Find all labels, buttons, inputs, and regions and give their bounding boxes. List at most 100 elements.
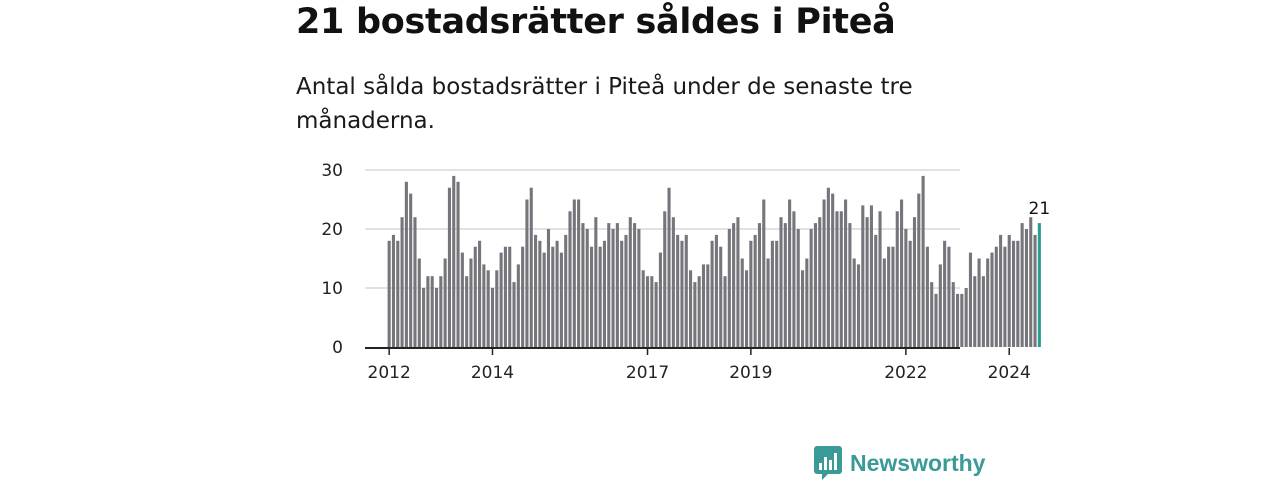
bar [753, 234, 757, 347]
bar [546, 229, 551, 347]
bar [676, 234, 680, 347]
bar [930, 282, 934, 347]
bar [882, 258, 886, 347]
x-tick-label: 2017 [626, 363, 669, 383]
x-axis-ticks: 2012 2014 2017 2019 2022 2024 [368, 348, 1031, 383]
bar [921, 175, 925, 347]
bar [512, 282, 516, 347]
bar [460, 252, 464, 347]
bar [654, 282, 658, 347]
bar [934, 293, 938, 347]
bar [960, 293, 964, 347]
bar [723, 276, 727, 347]
bar [727, 229, 731, 347]
bar [387, 240, 391, 347]
x-tick-label: 2012 [368, 363, 411, 383]
page-title: 21 bostadsrätter såldes i Piteå [296, 2, 896, 42]
bar [409, 193, 413, 347]
bar [503, 246, 507, 347]
bar [525, 199, 529, 347]
bar [551, 246, 555, 347]
bar [1029, 217, 1033, 347]
bar [835, 211, 839, 347]
x-tick-label: 2024 [988, 363, 1031, 383]
bar [508, 246, 512, 347]
bar-chart: 0 10 20 30 2012 2014 2017 2019 2022 2024 21 [321, 161, 1050, 383]
bar [581, 223, 585, 347]
bar [594, 217, 598, 347]
bar [624, 234, 628, 347]
bar [598, 246, 602, 347]
bars [387, 175, 1041, 347]
bar [671, 217, 675, 347]
x-tick-label: 2019 [729, 363, 772, 383]
bar [473, 246, 477, 347]
bar [443, 258, 447, 347]
page-subtitle: Antal sålda bostadsrätter i Piteå under … [296, 74, 913, 134]
bar [469, 258, 473, 347]
y-tick-label: 0 [332, 338, 343, 358]
bar [809, 229, 813, 347]
bar [611, 229, 615, 347]
bar-highlight [1037, 223, 1041, 347]
bar [439, 276, 443, 347]
bar [680, 240, 684, 347]
bar [956, 293, 960, 347]
bar [981, 276, 985, 347]
bar [452, 175, 456, 347]
newsworthy-logo[interactable]: Newsworthy [814, 446, 985, 480]
bar [607, 223, 611, 347]
bar [977, 258, 981, 347]
bar [426, 276, 430, 347]
bar [740, 258, 744, 347]
bar [422, 288, 426, 347]
bar [521, 246, 525, 347]
bar [891, 246, 895, 347]
bar [538, 240, 542, 347]
bar [762, 199, 766, 347]
bar [775, 240, 779, 347]
bar [951, 282, 955, 347]
bar [1024, 229, 1028, 347]
bar [848, 223, 852, 347]
bar [693, 282, 697, 347]
bar [973, 276, 977, 347]
bar [396, 240, 400, 347]
bar [805, 258, 809, 347]
bar [990, 252, 994, 347]
bar [800, 270, 805, 347]
bar [714, 234, 718, 347]
bar [559, 252, 563, 347]
bar [710, 240, 714, 347]
bar [732, 223, 736, 347]
bar [499, 252, 503, 347]
bar [1016, 240, 1020, 347]
y-axis-tick-labels: 0 10 20 30 [321, 161, 343, 358]
bar [555, 240, 559, 347]
bar [938, 264, 942, 347]
bar [701, 264, 706, 347]
bar [994, 246, 998, 347]
bar [568, 211, 572, 347]
bar [572, 199, 576, 347]
bar [852, 258, 856, 347]
bar [637, 229, 641, 347]
bar [736, 217, 740, 347]
bar [430, 276, 434, 347]
bar [745, 270, 749, 347]
bar [874, 234, 878, 347]
bar [1007, 234, 1011, 347]
bar [628, 217, 632, 347]
bar [1033, 234, 1037, 347]
bar [947, 246, 951, 347]
bar [478, 240, 482, 347]
y-tick-label: 20 [321, 220, 343, 240]
bar [986, 258, 990, 347]
bar [813, 223, 817, 347]
bar [413, 217, 417, 347]
x-tick-label: 2022 [884, 363, 927, 383]
bar [865, 217, 869, 347]
bar [486, 270, 490, 347]
bar [400, 217, 404, 347]
bar [620, 240, 624, 347]
